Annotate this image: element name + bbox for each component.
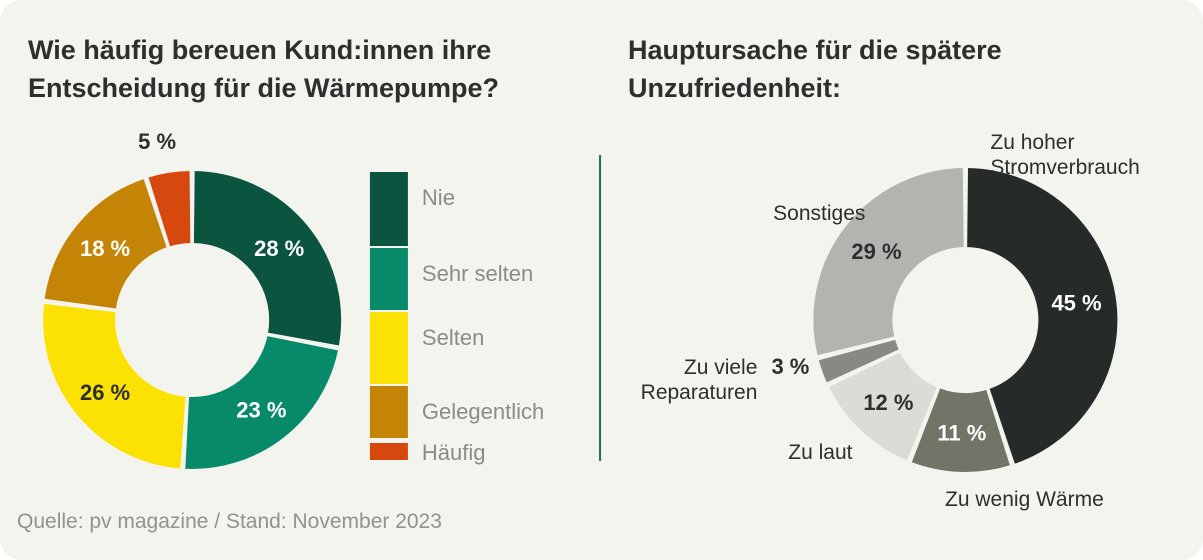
donut-chart-frequency: 28 % 23 % 26 % 18 % 5 %	[41, 129, 344, 471]
slice-zu-hoher-stromverbrauch	[965, 165, 1120, 467]
value-label-zu-wenig-wärme: 11 %	[937, 420, 986, 445]
slice-selten	[41, 301, 188, 471]
legend-label-sehr-selten: Sehr selten	[422, 261, 533, 286]
value-label-zu-viele-reparaturen: 3 %	[771, 354, 809, 379]
slice-nie	[191, 168, 344, 348]
chart-title-frequency: Wie häufig bereuen Kund:innen ihre Entsc…	[28, 35, 500, 103]
legend-label-gelegentlich: Gelegentlich	[422, 399, 544, 424]
donut-chart-cause: 45 % 11 % 12 % 3 % 29 % Zu hoher Stromverbrauc…	[641, 131, 1140, 511]
value-label-zu-laut: 12 %	[863, 390, 913, 415]
value-label-sonstiges: 29 %	[851, 239, 901, 264]
slice-zu-viele-reparaturen	[816, 337, 902, 386]
legend-frequency: Nie Sehr selten Selten Gelegentlich Häufig	[369, 172, 544, 465]
value-label-zu-hoher-stromverbrauch: 45 %	[1051, 290, 1101, 315]
category-label-sonstiges: Sonstiges	[773, 202, 865, 225]
legend-label-häufig: Häufig	[422, 440, 486, 465]
legend-swatch-nie	[369, 172, 408, 246]
slice-zu-wenig-wärme	[909, 385, 1013, 474]
legend-swatch-sehr-selten	[369, 248, 408, 310]
value-label-nie: 28 %	[254, 236, 304, 261]
category-label-zu-laut: Zu laut	[788, 441, 852, 464]
value-label-sehr-selten: 23 %	[236, 397, 286, 422]
category-label-zu-wenig-wärme: Zu wenig Wärme	[945, 488, 1104, 511]
slice-häufig	[146, 168, 193, 249]
category-label-zu-hoher-stromverbrauch: Zu hoher Stromverbrauch	[990, 131, 1139, 179]
source-note: Quelle: pv magazine / Stand: November 20…	[17, 510, 442, 533]
slice-sehr-selten	[183, 333, 341, 471]
legend-swatch-gelegentlich	[369, 386, 408, 438]
slice-sonstiges	[811, 165, 966, 358]
value-label-selten: 26 %	[80, 380, 130, 405]
chart-title-cause: Hauptursache für die spätere Unzufrieden…	[628, 35, 1002, 103]
slice-zu-laut	[826, 349, 940, 463]
legend-label-selten: Selten	[422, 325, 484, 350]
legend-swatch-selten	[369, 312, 408, 384]
value-label-häufig: 5 %	[138, 129, 176, 154]
legend-label-nie: Nie	[422, 185, 455, 210]
legend-swatch-häufig	[369, 443, 408, 460]
slice-gelegentlich	[42, 176, 170, 311]
value-label-gelegentlich: 18 %	[80, 236, 130, 261]
category-label-zu-viele-reparaturen: Zu viele Reparaturen	[641, 356, 758, 404]
